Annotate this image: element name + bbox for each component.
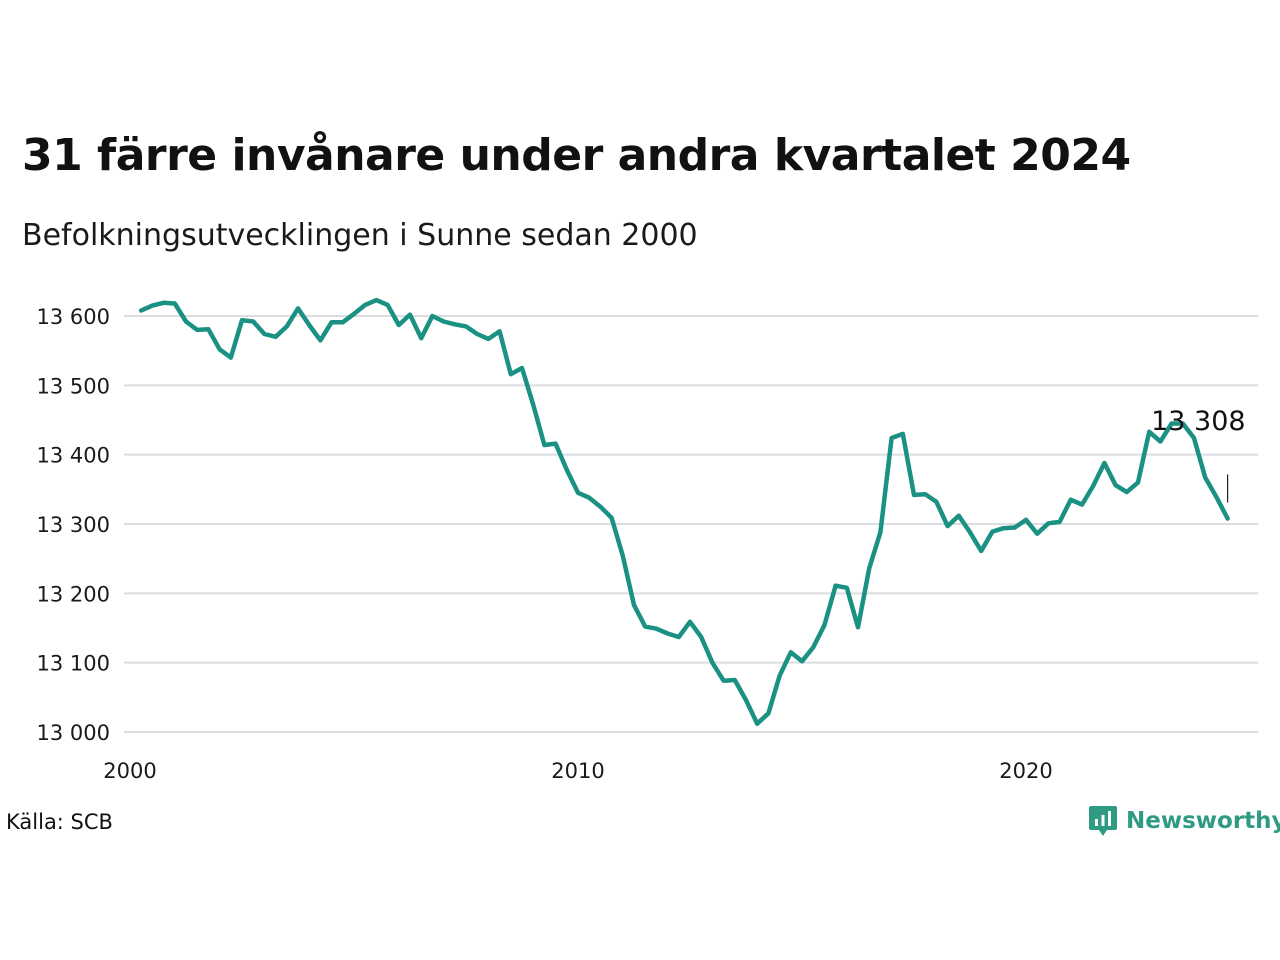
y-tick-label: 13 400 bbox=[37, 444, 110, 468]
annotation-label: 13 308 bbox=[1151, 406, 1245, 437]
y-tick-label: 13 500 bbox=[37, 374, 110, 398]
brand-logo: Newsworthy bbox=[1088, 804, 1280, 838]
y-tick-label: 13 100 bbox=[37, 652, 110, 676]
x-tick-label: 2020 bbox=[999, 759, 1052, 783]
x-axis-ticks: 2000 2010 2020 bbox=[103, 759, 1052, 783]
gridlines bbox=[124, 315, 1258, 733]
newsworthy-logo-icon bbox=[1089, 806, 1117, 836]
series-line bbox=[138, 297, 1230, 726]
y-tick-label: 13 300 bbox=[37, 513, 110, 537]
y-axis-ticks: 13 000 13 100 13 200 13 300 13 400 13 500 13 6… bbox=[37, 305, 110, 745]
x-tick-label: 2000 bbox=[103, 759, 156, 783]
chart-subtitle: Befolkningsutvecklingen i Sunne sedan 20… bbox=[22, 218, 698, 253]
y-tick-label: 13 200 bbox=[37, 582, 110, 606]
brand-name: Newsworthy bbox=[1126, 808, 1280, 834]
source-note: Källa: SCB bbox=[6, 810, 113, 834]
y-tick-label: 13 600 bbox=[37, 305, 110, 329]
chart-title: 31 färre invånare under andra kvartalet … bbox=[22, 130, 1131, 181]
x-tick-label: 2010 bbox=[551, 759, 604, 783]
y-tick-label: 13 000 bbox=[37, 721, 110, 745]
